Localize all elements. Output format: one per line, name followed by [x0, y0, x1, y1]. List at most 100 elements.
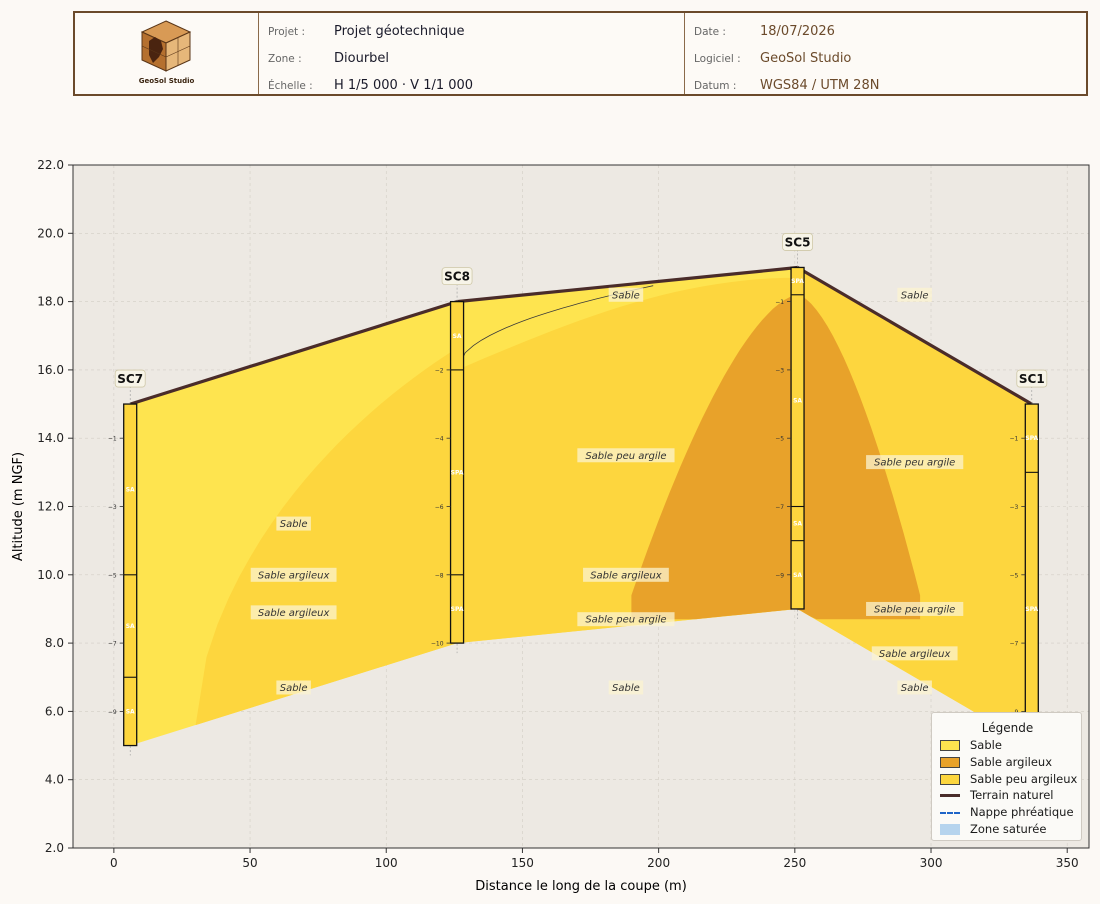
borehole-sc5: −1 −3 −5 −7 −9 SPA SA SA SA SC5 [775, 233, 813, 619]
layer-code: SA [793, 521, 802, 528]
y-tick-label: 4.0 [45, 773, 64, 787]
scale-label: Échelle : [268, 80, 313, 92]
borehole-name-box [114, 369, 146, 388]
layer-label: Sable peu argile [874, 458, 955, 469]
layer-label-box [577, 448, 675, 463]
depth-tick-label: −9 [108, 709, 117, 716]
legend: Légende Sable Sable argileux Sable peu arg… [931, 712, 1082, 841]
x-tick-label: 250 [783, 856, 806, 870]
legend-swatch [940, 773, 960, 785]
sable-argileux-fill [631, 295, 921, 620]
depth-tick-label: −9 [775, 572, 784, 579]
borehole-name: SC5 [785, 235, 811, 249]
legend-label: Sable argileux [970, 754, 1053, 769]
layer-label: Sable [280, 683, 308, 694]
terrain-naturel-line [129, 265, 1033, 406]
borehole-column [1024, 403, 1039, 747]
layer-code: SPA [1025, 435, 1038, 442]
y-tick-label: 8.0 [45, 636, 64, 650]
layer-label: Sable [901, 683, 929, 694]
layer-label-box [897, 287, 932, 302]
layer-label-box [608, 680, 644, 695]
legend-title: Légende [981, 721, 1034, 735]
depth-tick-label: −1 [108, 436, 117, 443]
layer-code: SA [126, 708, 135, 715]
depth-tick-label: −4 [435, 436, 444, 443]
date-value: 18/07/2026 [760, 24, 835, 39]
borehole-name: SC1 [1019, 372, 1045, 386]
layer-label: Sable argileux [258, 608, 330, 619]
layer-label: Sable [612, 683, 640, 694]
depth-tick-label: −7 [775, 504, 784, 511]
legend-swatch [940, 756, 960, 768]
y-tick-label: 18.0 [37, 295, 64, 309]
zone-value: Diourbel [334, 51, 390, 66]
logo-text: GeoSol Studio [138, 77, 195, 85]
layer-fills [130, 267, 1032, 746]
layer-label: Sable [280, 519, 308, 530]
depth-tick-label: −6 [435, 504, 444, 511]
legend-swatch [940, 812, 960, 815]
x-tick-label: 300 [920, 856, 943, 870]
depth-tick-label: −3 [108, 504, 117, 511]
x-tick-label: 50 [242, 856, 257, 870]
depth-tick-label: −3 [775, 367, 784, 374]
y-tick-label: 22.0 [37, 158, 64, 172]
depth-tick-label: −1 [1009, 436, 1018, 443]
y-tick-label: 6.0 [45, 704, 64, 718]
legend-label: Nappe phréatique [970, 805, 1074, 820]
borehole-sc8: −2 −4 −6 −8 −10 SA SPA SPA SC8 [431, 267, 473, 654]
software-value: GeoSol Studio [760, 51, 852, 66]
axes: 0 50 100 150 200 250 300 350 2.0 4.0 6.0 8.0 10.0 12.… [37, 158, 1090, 870]
layer-code: SA [793, 398, 802, 405]
x-tick-label: 150 [511, 856, 534, 870]
layer-label: Sable [901, 290, 929, 301]
layer-label-box [608, 287, 644, 302]
borehole-name-box [1016, 369, 1048, 388]
y-tick-label: 10.0 [37, 568, 64, 582]
borehole-name-box [441, 267, 473, 286]
y-tick-label: 12.0 [37, 500, 64, 514]
x-tick-label: 0 [110, 856, 118, 870]
datum-label: Datum : [694, 80, 737, 92]
layer-label: Sable argileux [258, 570, 330, 581]
layer-label-box [250, 605, 337, 620]
layer-code: SPA [451, 469, 464, 476]
layer-code: SPA [791, 278, 804, 285]
layer-label: Sable [612, 290, 640, 301]
logo-cube-icon [140, 20, 192, 72]
legend-label: Sable [970, 738, 1002, 752]
borehole-name-box [782, 233, 813, 251]
legend-label: Zone saturée [970, 822, 1047, 836]
y-axis-label: Altitude (m NGF) [11, 452, 26, 561]
legend-label: Sable peu argileux [970, 771, 1078, 786]
layer-label: Sable peu argile [585, 615, 666, 626]
layer-label-box [866, 455, 964, 470]
x-tick-label: 350 [1056, 856, 1079, 870]
x-tick-label: 100 [375, 856, 398, 870]
datum-value: WGS84 / UTM 28N [760, 78, 880, 93]
y-tick-label: 14.0 [37, 431, 64, 445]
layer-labels: Sable Sable argileux Sable argileux Sable Sa… [250, 287, 964, 695]
depth-tick-label: −8 [435, 572, 444, 579]
project-label: Projet : [268, 26, 306, 38]
depth-tick-label: −7 [108, 641, 117, 648]
depth-tick-label: −10 [431, 641, 444, 648]
layer-label-box [250, 567, 337, 582]
depth-tick-label: −7 [1009, 641, 1018, 648]
y-tick-label: 20.0 [37, 226, 64, 240]
zone-label: Zone : [268, 53, 302, 65]
borehole-sc7: −1 −3 −5 −7 −9 SA SA SA SC7 [108, 369, 146, 756]
layer-code: SA [453, 333, 462, 340]
depth-tick-label: −5 [1009, 572, 1018, 579]
legend-label: Terrain naturel [970, 788, 1054, 803]
depth-tick-label: −5 [108, 572, 117, 579]
layer-label: Sable argileux [590, 570, 662, 581]
depth-tick-label: −5 [775, 436, 784, 443]
layer-label-box [866, 601, 964, 616]
borehole-column [449, 300, 465, 644]
x-axis-label: Distance le long de la coupe (m) [475, 879, 687, 894]
y-tick-label: 16.0 [37, 363, 64, 377]
x-tick-label: 200 [647, 856, 670, 870]
